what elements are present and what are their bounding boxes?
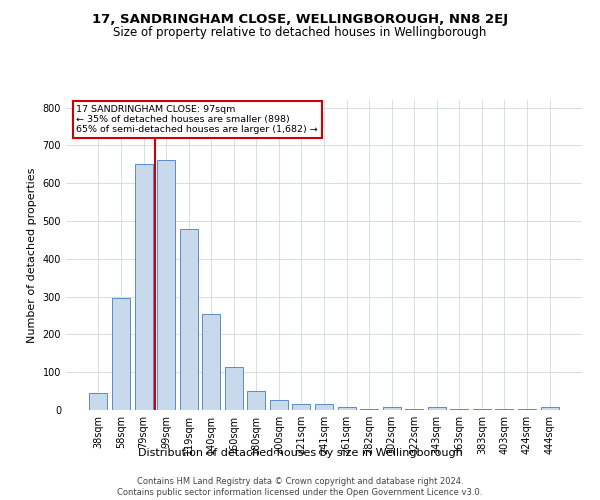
Bar bbox=[383, 408, 401, 410]
Bar bbox=[270, 400, 288, 410]
Bar bbox=[450, 409, 469, 410]
Bar bbox=[518, 409, 536, 410]
Bar bbox=[225, 366, 243, 410]
Bar bbox=[292, 404, 310, 410]
Bar bbox=[338, 407, 356, 410]
Bar bbox=[360, 409, 378, 410]
Bar bbox=[428, 407, 446, 410]
Bar bbox=[179, 228, 198, 410]
Bar bbox=[112, 298, 130, 410]
Bar bbox=[134, 164, 152, 410]
Text: Size of property relative to detached houses in Wellingborough: Size of property relative to detached ho… bbox=[113, 26, 487, 39]
Text: Contains public sector information licensed under the Open Government Licence v3: Contains public sector information licen… bbox=[118, 488, 482, 497]
Bar bbox=[157, 160, 175, 410]
Bar bbox=[473, 409, 491, 410]
Y-axis label: Number of detached properties: Number of detached properties bbox=[27, 168, 37, 342]
Text: 17 SANDRINGHAM CLOSE: 97sqm
← 35% of detached houses are smaller (898)
65% of se: 17 SANDRINGHAM CLOSE: 97sqm ← 35% of det… bbox=[76, 104, 318, 134]
Bar bbox=[89, 393, 107, 410]
Bar bbox=[405, 409, 423, 410]
Text: Distribution of detached houses by size in Wellingborough: Distribution of detached houses by size … bbox=[137, 448, 463, 458]
Text: 17, SANDRINGHAM CLOSE, WELLINGBOROUGH, NN8 2EJ: 17, SANDRINGHAM CLOSE, WELLINGBOROUGH, N… bbox=[92, 12, 508, 26]
Bar bbox=[315, 404, 333, 410]
Bar bbox=[202, 314, 220, 410]
Bar bbox=[247, 391, 265, 410]
Bar bbox=[541, 407, 559, 410]
Text: Contains HM Land Registry data © Crown copyright and database right 2024.: Contains HM Land Registry data © Crown c… bbox=[137, 476, 463, 486]
Bar bbox=[496, 409, 514, 410]
